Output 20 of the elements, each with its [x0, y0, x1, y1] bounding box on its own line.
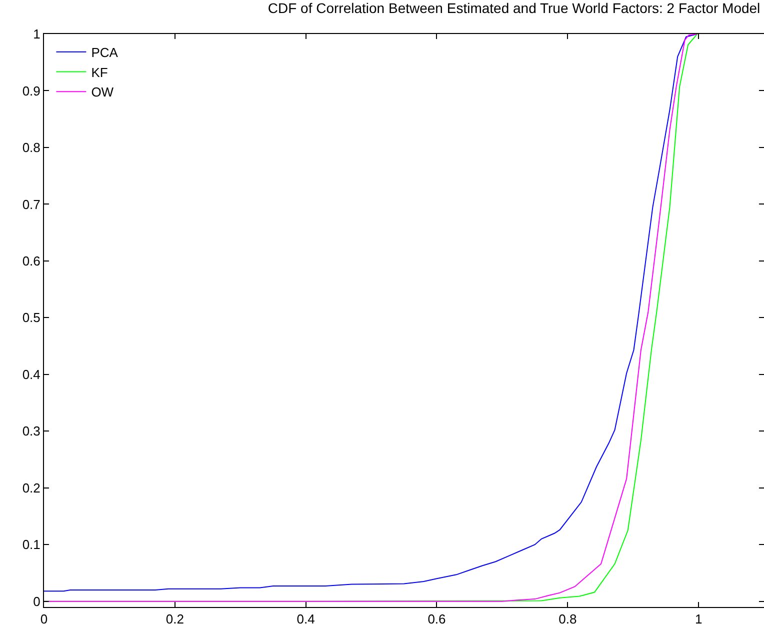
- y-tick-label: 0.7: [22, 196, 40, 212]
- legend-label: KF: [91, 64, 108, 80]
- x-tick-label: 0.8: [558, 612, 577, 627]
- y-tick-label: 0.1: [22, 537, 40, 552]
- y-tick-label: 0.4: [22, 366, 40, 382]
- x-tick-label: 0.6: [428, 612, 446, 627]
- x-tick-label: 1: [694, 612, 702, 627]
- y-tick-label: 1: [33, 26, 40, 42]
- y-tick-label: 0.2: [22, 480, 40, 496]
- x-tick-label: 0.2: [166, 612, 184, 627]
- y-tick-label: 0.3: [22, 424, 40, 439]
- x-tick-label: 0.4: [296, 612, 315, 627]
- y-tick-label: 0: [33, 594, 40, 609]
- legend-label: OW: [91, 84, 114, 100]
- y-tick-label: 0.6: [22, 253, 40, 268]
- chart-title: CDF of Correlation Between Estimated and True World Factors: 2 Factor Model: [268, 0, 760, 16]
- y-tick-label: 0.9: [22, 83, 40, 98]
- legend-label: PCA: [91, 44, 118, 60]
- y-tick-label: 0.5: [22, 310, 40, 326]
- y-tick-label: 0.8: [22, 140, 40, 156]
